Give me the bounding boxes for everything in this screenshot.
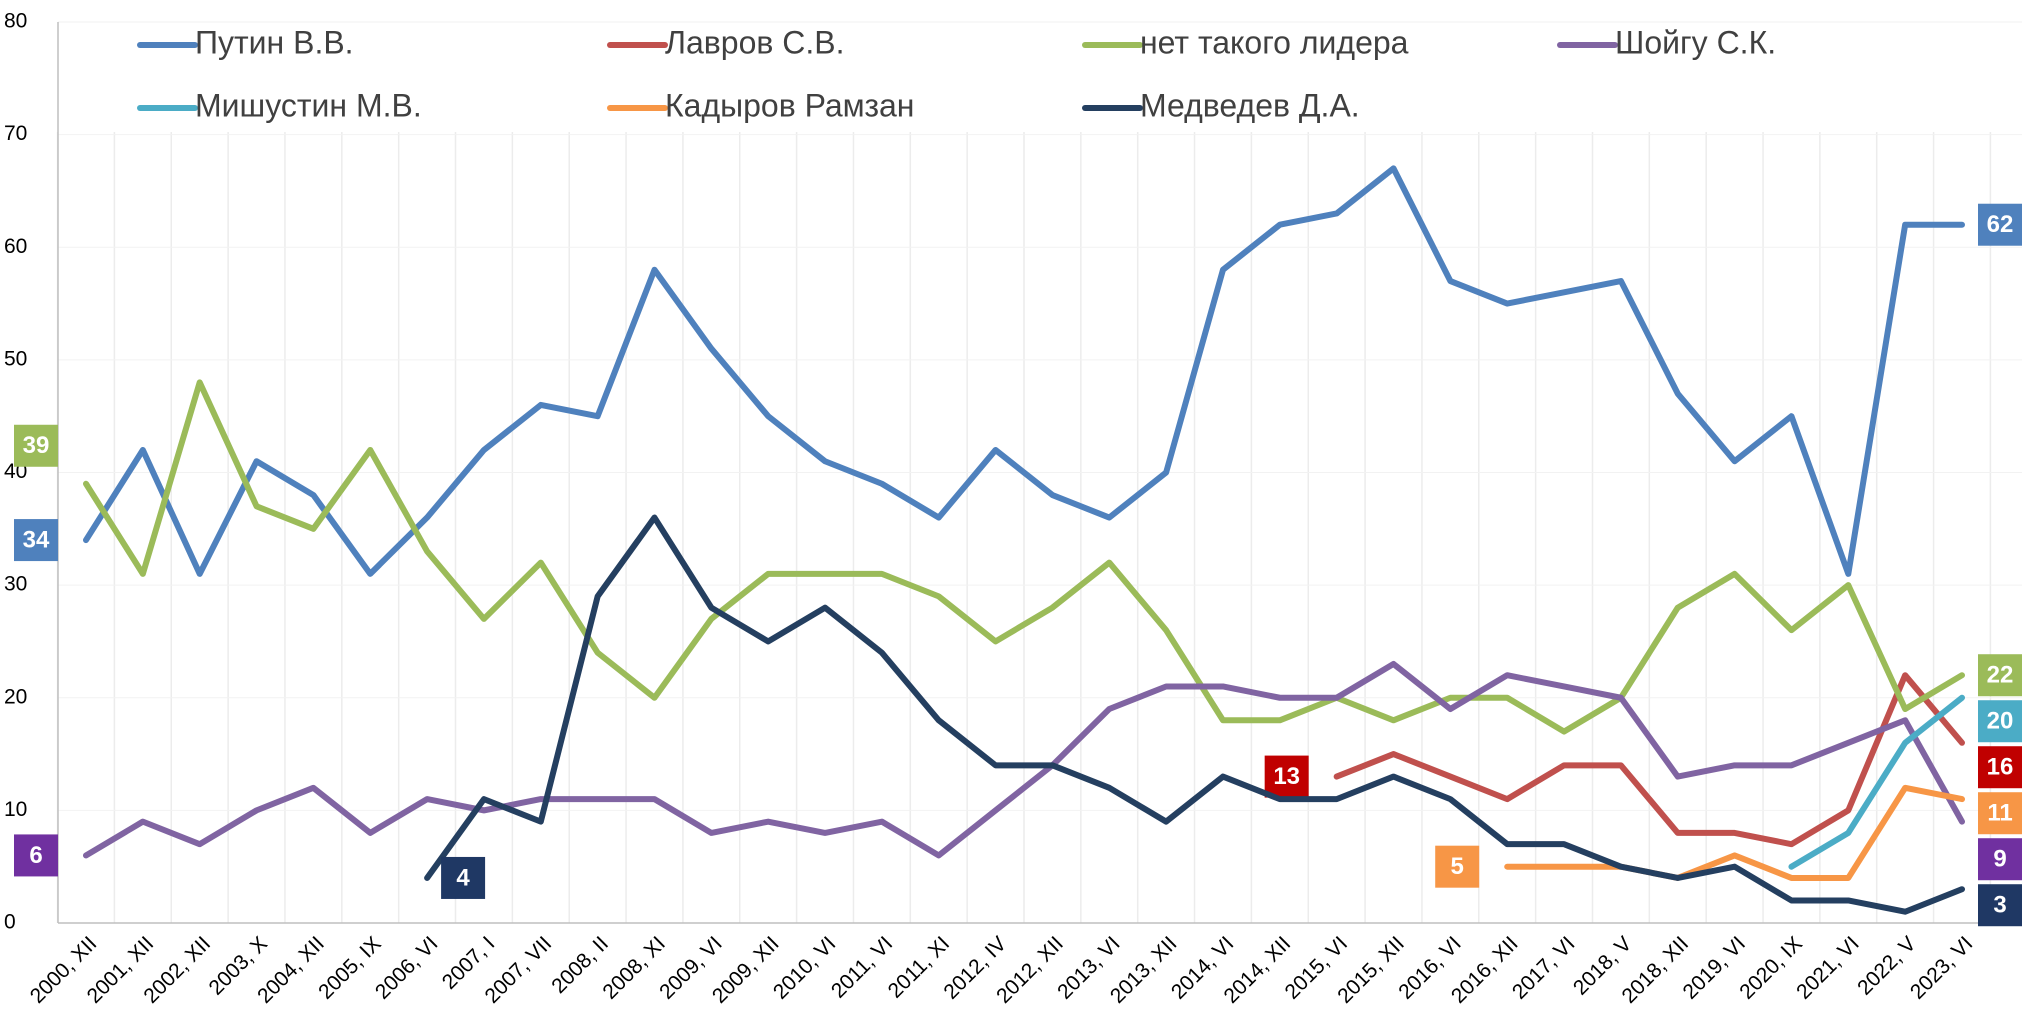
- data-label-box: [1978, 838, 2022, 881]
- x-tick-label: 2020, IX: [1735, 932, 1807, 1004]
- y-tick-label: 10: [4, 798, 27, 821]
- data-label: 22: [1987, 662, 2014, 689]
- x-tick-label: 2008, XI: [598, 932, 670, 1004]
- y-tick-label: 50: [4, 347, 27, 370]
- legend-label: нет такого лидера: [1140, 24, 1409, 60]
- data-label: 5: [1451, 853, 1464, 880]
- x-tick-label: 2023, VI: [1906, 932, 1978, 1004]
- y-tick-label: 0: [4, 911, 16, 934]
- x-tick-label: 2019, VI: [1678, 932, 1750, 1004]
- data-label: 3: [1993, 892, 2006, 919]
- legend-label: Лавров С.В.: [665, 24, 845, 60]
- x-tick-label: 2005, IX: [314, 932, 386, 1004]
- x-tick-label: 2017, VI: [1508, 932, 1580, 1004]
- y-tick-label: 20: [4, 685, 27, 708]
- legend-label: Мишустин М.В.: [195, 87, 422, 123]
- data-label-box: [14, 519, 58, 562]
- series-line: [83, 660, 1965, 859]
- data-label-box: [1435, 845, 1480, 888]
- data-label-box: [1978, 203, 2022, 246]
- x-tick-label: 2011, VI: [827, 932, 897, 1002]
- series-line: [1504, 784, 1965, 881]
- data-label-box: [14, 834, 58, 877]
- y-tick-label: 80: [4, 10, 27, 33]
- legend-label: Шойгу С.К.: [1615, 24, 1776, 60]
- data-label: 9: [1993, 846, 2006, 873]
- data-label-box: [14, 424, 58, 467]
- series-line: [1333, 672, 1965, 848]
- data-label-box: [1978, 654, 2022, 697]
- data-label: 62: [1987, 211, 2014, 238]
- legend-label: Медведев Д.А.: [1140, 87, 1360, 123]
- series-line: [83, 165, 1965, 577]
- series-line: [424, 514, 1965, 915]
- data-label: 34: [23, 526, 50, 553]
- data-label: 16: [1987, 754, 2014, 781]
- y-tick-label: 30: [4, 573, 27, 596]
- data-label: 13: [1273, 763, 1300, 790]
- data-label: 4: [456, 864, 470, 891]
- y-tick-label: 70: [4, 122, 27, 145]
- legend-label: Путин В.В.: [195, 24, 354, 60]
- data-label-box: [441, 856, 486, 899]
- data-label-box: [1978, 700, 2022, 743]
- data-label-box: [1978, 792, 2022, 835]
- series-line: [1788, 694, 1965, 870]
- x-tick-label: 2006, VI: [371, 932, 443, 1004]
- data-label-box: [1978, 746, 2022, 789]
- data-label: 39: [23, 432, 50, 459]
- x-tick-label: 2021, VI: [1792, 932, 1864, 1004]
- data-label: 20: [1987, 708, 2014, 735]
- y-tick-label: 60: [4, 235, 27, 258]
- data-label-box: [1264, 755, 1309, 798]
- data-label-box: [1978, 884, 2022, 927]
- x-tick-label: 2010, VI: [769, 932, 841, 1004]
- data-label: 6: [29, 842, 42, 869]
- series-line: [83, 379, 1965, 735]
- data-label: 11: [1987, 800, 2012, 827]
- legend-label: Кадыров Рамзан: [665, 87, 914, 123]
